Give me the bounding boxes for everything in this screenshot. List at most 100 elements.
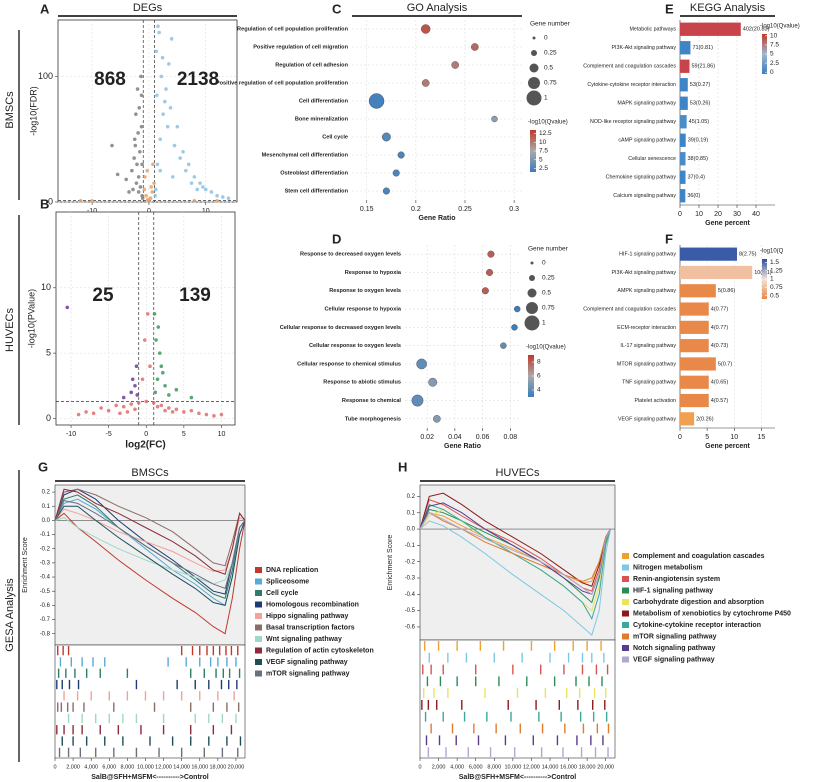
size-legend-dot [529, 63, 539, 73]
point [114, 403, 118, 408]
point [149, 185, 153, 189]
point [135, 393, 140, 397]
legend-swatch [255, 613, 262, 619]
point [121, 395, 126, 400]
point [153, 187, 158, 192]
point [138, 149, 142, 154]
size-legend-label: 0.25 [544, 50, 557, 57]
size-legend-dot [528, 77, 540, 89]
point [157, 351, 162, 355]
legend-label: Renin-angiotensin system [633, 576, 720, 583]
category-label: Cellular senescence [628, 156, 676, 162]
bubble [397, 151, 405, 159]
bar-label: 53(0.27) [690, 82, 711, 88]
point [155, 162, 160, 167]
point [184, 168, 188, 173]
point [153, 193, 157, 198]
point [160, 55, 165, 60]
y-tick-label: -0.5 [405, 608, 416, 614]
point [203, 187, 208, 192]
point [129, 402, 134, 406]
x-tick-label: 2,000 [66, 764, 80, 770]
point [168, 106, 173, 110]
category-label: Metabolic pathways [629, 27, 676, 33]
es-curve [419, 492, 611, 587]
y-tick-label: 0.0 [407, 527, 416, 533]
legend-swatch [622, 622, 629, 628]
point [135, 162, 139, 167]
bubble [471, 43, 479, 51]
point [175, 124, 180, 129]
bar-label: 45(1.05) [689, 119, 710, 125]
point [148, 364, 152, 368]
point [152, 181, 156, 185]
point [84, 410, 88, 414]
size-legend-label: 0.5 [542, 290, 551, 297]
y-tick-label: -0.6 [40, 603, 51, 609]
colorbar-label: 5 [539, 156, 543, 163]
point [159, 364, 164, 368]
legend-swatch [622, 564, 629, 571]
point [164, 87, 168, 91]
bubble [421, 79, 430, 87]
x-tick-label: 8,000 [487, 764, 501, 770]
legend-label: Complement and coagulation cascades [633, 553, 765, 560]
y-tick-label: 10 [41, 282, 51, 292]
point [186, 162, 191, 167]
x-tick-label: -10 [66, 431, 76, 438]
point [130, 377, 135, 382]
bubble [433, 415, 441, 423]
category-label: MTOR signaling pathway [617, 361, 676, 367]
x-axis-label: Gene Ratio [419, 215, 456, 222]
point [192, 198, 197, 203]
size-legend-dot [530, 261, 534, 265]
x-tick-label: 10 [695, 211, 703, 218]
x-tick-label: 40 [752, 211, 760, 218]
bar-label: 2(0.26) [696, 416, 714, 422]
point [137, 106, 142, 110]
size-legend-label: 1 [542, 320, 546, 327]
point [159, 403, 164, 408]
point [156, 24, 160, 29]
x-tick-label: 12,000 [523, 764, 540, 770]
legend-label: Homologous recombination [266, 601, 359, 608]
point [76, 412, 81, 417]
size-legend-dot [531, 50, 537, 56]
legend-swatch [255, 624, 262, 631]
category-label: Stem cell differentiation [285, 188, 349, 194]
category-label: Positive regulation of cell migration [253, 44, 348, 50]
bar [680, 96, 688, 110]
category-label: Bone mineralization [295, 116, 349, 122]
bubble [487, 250, 495, 258]
y-tick-label: -0.5 [40, 589, 51, 595]
colorbar-label: 0 [770, 69, 774, 76]
legend-swatch [622, 576, 629, 582]
point [136, 190, 141, 194]
bar-label: 59(21.86) [692, 64, 716, 70]
plot-area [405, 245, 520, 428]
colorbar-label: 6 [537, 373, 541, 380]
bubble [428, 377, 438, 387]
x-tick-label: 0 [678, 434, 682, 441]
point [189, 408, 194, 413]
colorbar-title: -log10(Qvalue) [526, 345, 566, 351]
x-tick-label: 10 [730, 434, 738, 441]
x-axis-label: Gene Ratio [444, 443, 481, 450]
panel-title: BMSCs [131, 467, 169, 479]
legend-swatch [255, 590, 262, 596]
legend-label: Carbohydrate digestion and absorption [633, 599, 764, 606]
bubble [382, 187, 390, 195]
es-curve [54, 505, 246, 607]
category-label: NOD-like receptor signaling pathway [590, 119, 676, 125]
legend-label: HIF-1 signaling pathway [633, 587, 713, 594]
bar [680, 170, 686, 184]
x-tick-label: 0.2 [411, 206, 421, 213]
y-tick-label: 0 [48, 196, 53, 206]
point [174, 407, 179, 412]
bubble [420, 24, 431, 34]
category-label: Regulation of cell population proliferat… [237, 26, 349, 32]
point [155, 93, 159, 98]
x-tick-label: 14,000 [173, 764, 190, 770]
x-tick-label: 12,000 [155, 764, 172, 770]
point [133, 143, 138, 148]
